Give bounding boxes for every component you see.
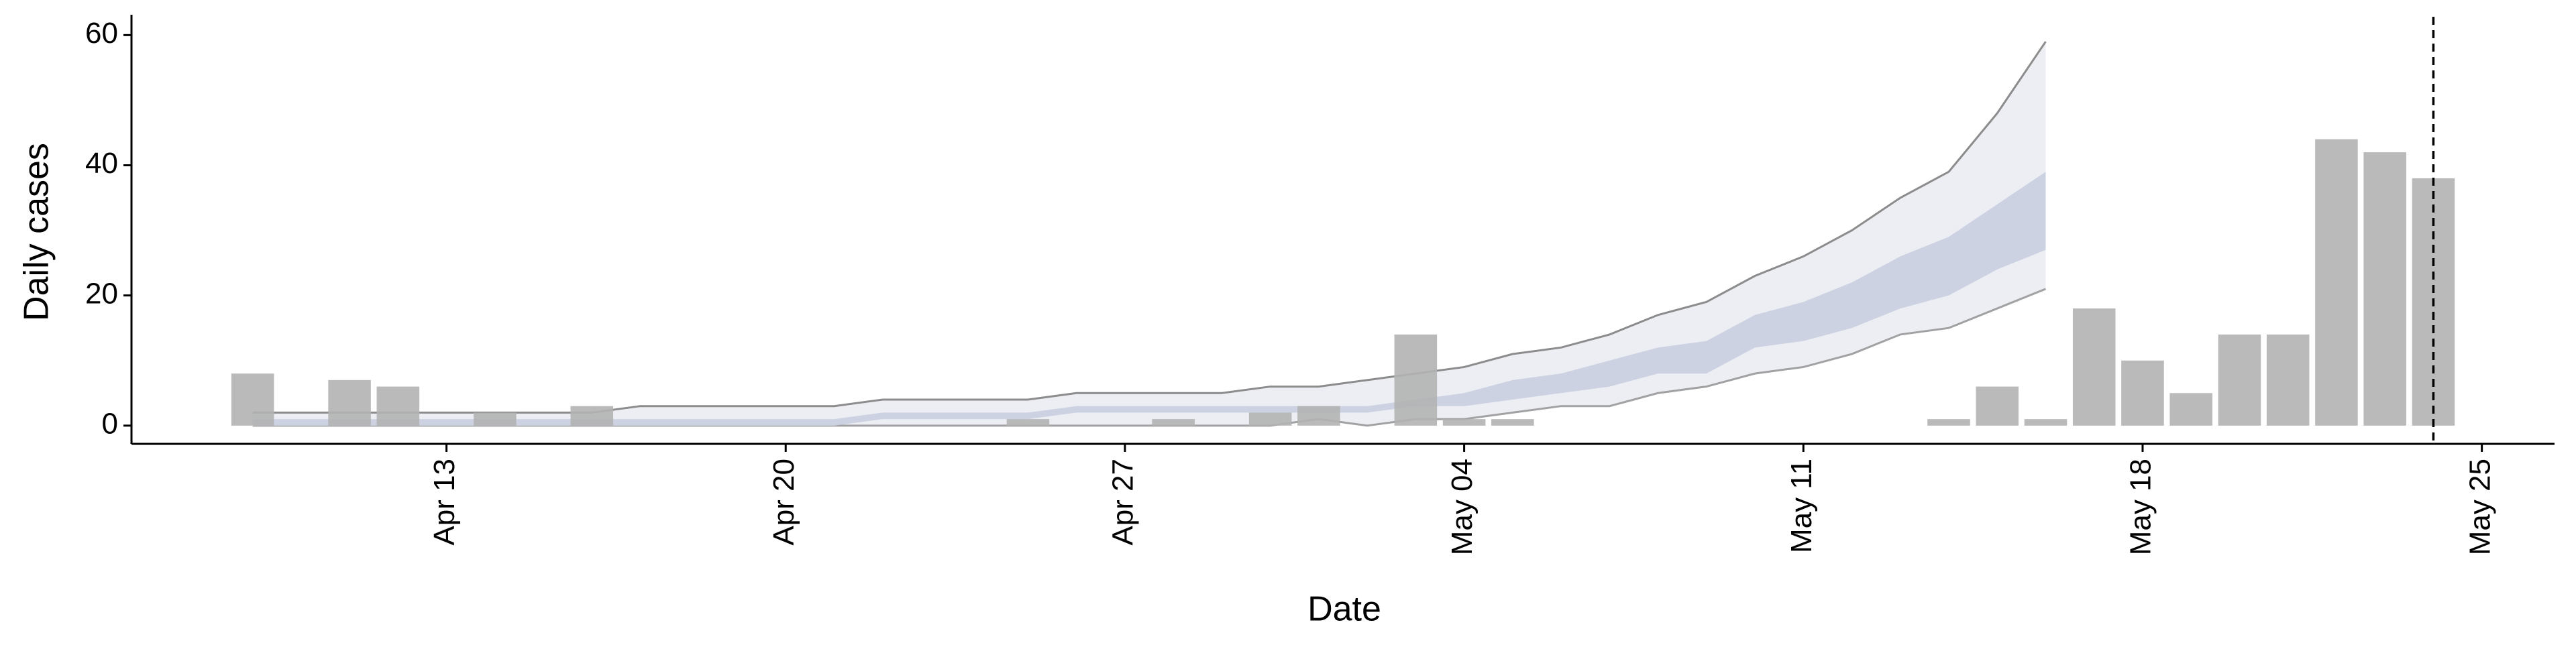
band-edge-line — [252, 41, 2047, 414]
bar — [1976, 386, 2019, 426]
x-tick-label: May 04 — [1446, 459, 1479, 555]
y-tick-label: 0 — [102, 407, 118, 440]
y-tick-label: 60 — [85, 17, 118, 50]
x-tick-label: Apr 20 — [767, 459, 800, 546]
bar — [2363, 152, 2406, 426]
y-axis-title: Daily cases — [17, 143, 56, 321]
bar — [2266, 334, 2310, 426]
x-tick-label: May 11 — [1785, 459, 1818, 553]
bar — [2218, 334, 2261, 426]
bar — [2024, 419, 2068, 426]
forecast-band — [252, 42, 2046, 426]
x-tick-label: May 18 — [2125, 459, 2157, 555]
bar — [2072, 308, 2116, 426]
bar — [1442, 419, 1486, 426]
bar — [376, 386, 420, 426]
bar — [2121, 360, 2164, 426]
bar — [328, 379, 371, 426]
bar — [1006, 419, 1050, 426]
x-axis-title: Date — [1307, 590, 1381, 629]
y-tick-label: 20 — [85, 277, 118, 310]
bar — [231, 373, 274, 426]
bar — [474, 412, 517, 426]
bar — [1152, 419, 1195, 426]
bar — [2169, 393, 2212, 426]
x-tick-label: Apr 13 — [428, 459, 461, 546]
bar — [1927, 419, 1970, 426]
x-tick-label: May 25 — [2463, 459, 2496, 555]
x-tick-label: Apr 27 — [1107, 459, 1140, 546]
y-tick-label: 40 — [85, 147, 118, 180]
bar — [570, 406, 614, 426]
bar — [1491, 419, 1534, 426]
bar — [2315, 139, 2358, 426]
bar — [1394, 334, 1438, 426]
bar — [1248, 412, 1292, 426]
bar — [1297, 406, 1340, 426]
